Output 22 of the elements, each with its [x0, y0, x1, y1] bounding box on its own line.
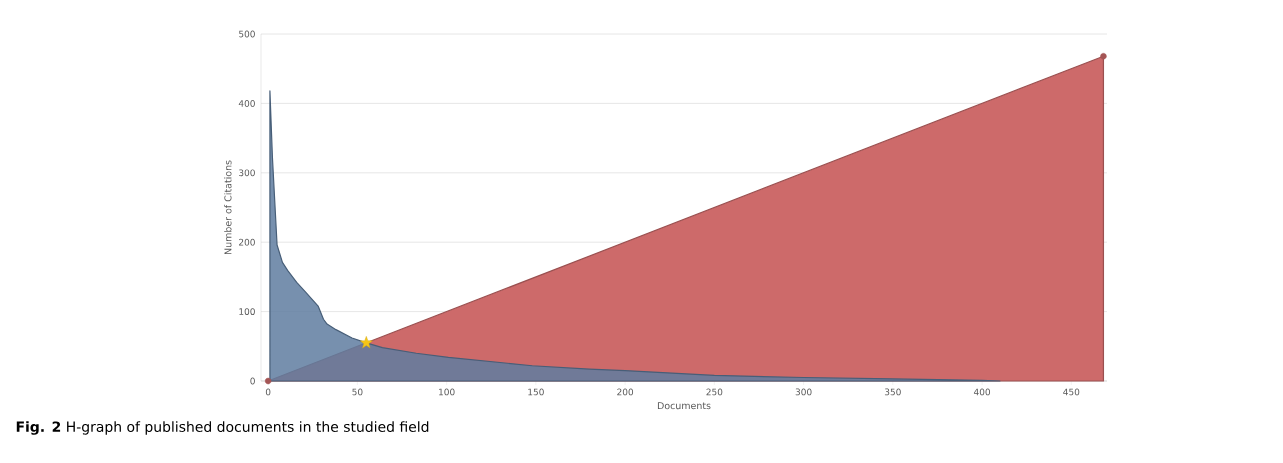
y-tick-label: 400 [238, 100, 255, 107]
x-tick-label: 300 [795, 388, 812, 396]
x-tick-label: 350 [884, 388, 901, 396]
y-tick-label: 300 [239, 169, 255, 177]
y-tick-label: 0 [250, 377, 255, 385]
x-tick-label: 100 [439, 388, 455, 396]
x-tick-label: 150 [528, 388, 544, 396]
x-tick-label: 450 [1063, 388, 1080, 396]
x-tick-label: 200 [617, 388, 634, 396]
point [264, 377, 272, 385]
point [1100, 53, 1107, 60]
x-tick-label: 400 [973, 388, 991, 396]
y-tick-label: 200 [239, 238, 255, 246]
point [359, 336, 373, 349]
x-tick-label: 0 [265, 388, 271, 396]
text: Fig. 2 H-graph of published documents in the studied field [16, 421, 429, 435]
y-tick-label: 500 [239, 30, 255, 38]
x-tick-label: 250 [706, 388, 723, 396]
x-axis-title: Documents [657, 402, 711, 410]
y-axis-title: Number of Citations [224, 160, 232, 255]
x-tick-label: 50 [352, 388, 363, 396]
y-tick-label: 100 [239, 308, 255, 315]
